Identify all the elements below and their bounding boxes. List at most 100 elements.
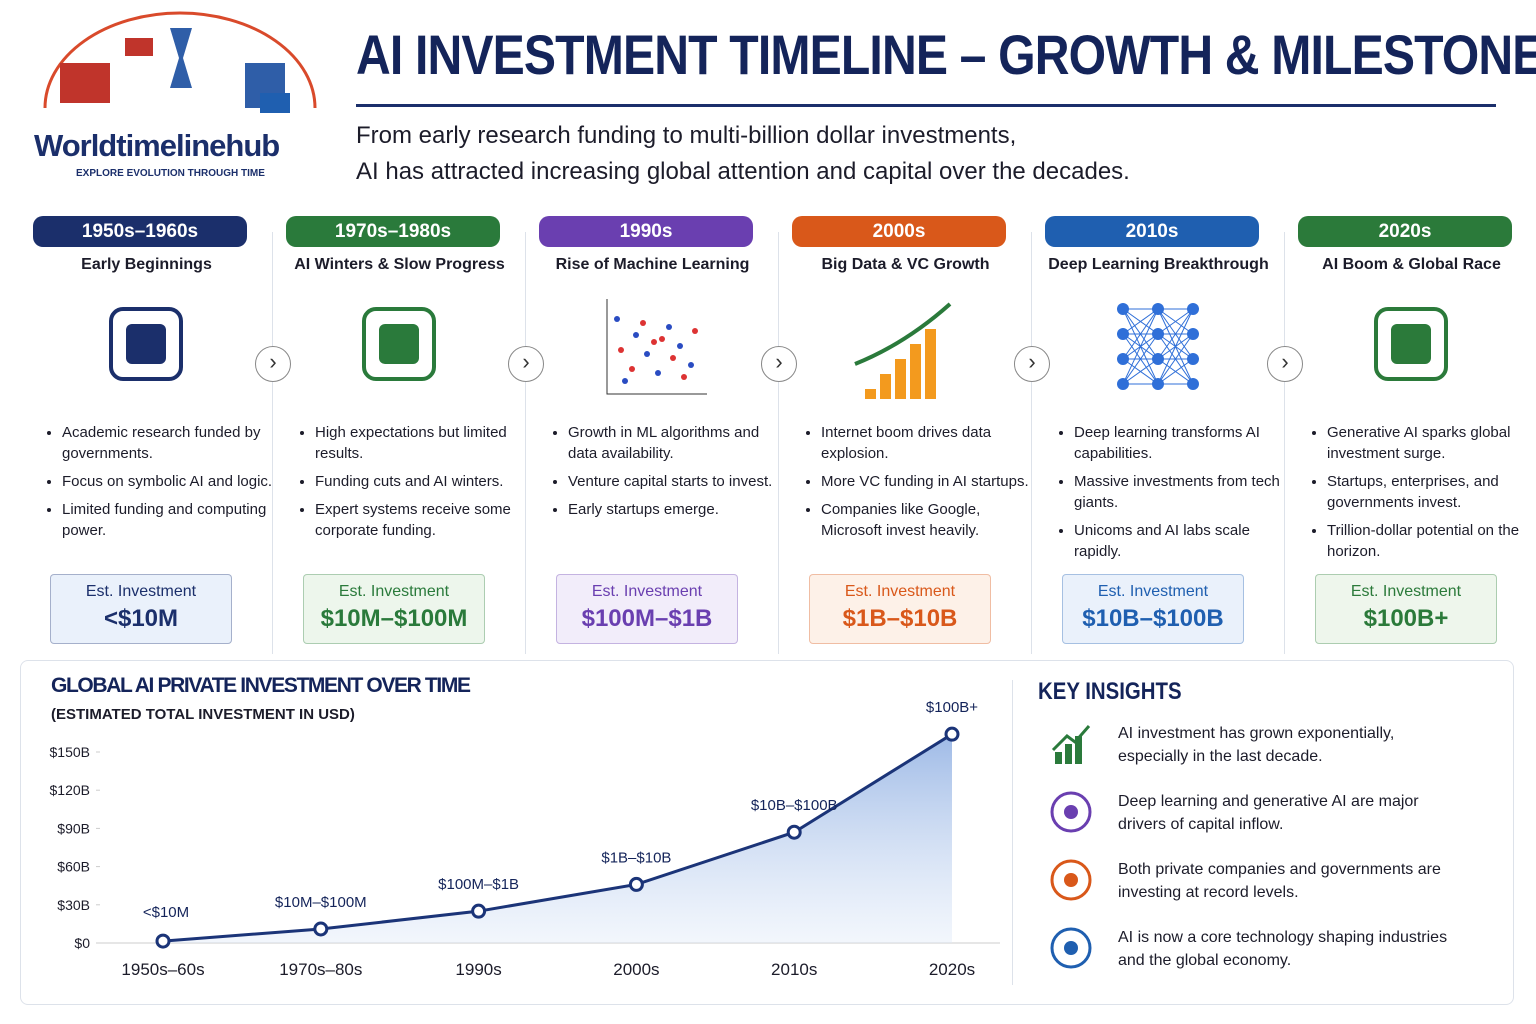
insight-icon [1050, 791, 1092, 833]
investment-value: $10M–$100M [320, 605, 468, 632]
icon-part [651, 339, 657, 345]
era-bullet: High expectations but limited results. [315, 422, 530, 464]
era-bullet: Startups, enterprises, and governments i… [1327, 471, 1536, 513]
icon-part [681, 374, 687, 380]
annotation: <$10M [143, 904, 189, 921]
y-tick-label: $60B [57, 859, 90, 875]
insight-text: Deep learning and generative AI are majo… [1118, 793, 1419, 833]
icon-part [1152, 303, 1164, 315]
chart-subtitle: (ESTIMATED TOTAL INVESTMENT IN USD) [51, 706, 355, 723]
insight-icon [1051, 725, 1091, 764]
era-bullet: Unicoms and AI labs scale rapidly. [1074, 520, 1289, 562]
annotation: $10B–$100B [751, 797, 838, 814]
investment-box: Est. Investment $100M–$1B [556, 574, 738, 644]
icon-part [677, 343, 683, 349]
point [155, 933, 171, 949]
investment-label: Est. Investment [1097, 583, 1209, 600]
investment-label: Est. Investment [85, 583, 197, 600]
page-title: AI INVESTMENT TIMELINE – GROWTH & MILEST… [356, 23, 1536, 86]
icon-part [1152, 328, 1164, 340]
icon-part [1122, 308, 1159, 360]
icon-part [1065, 744, 1072, 764]
icon-part [1157, 308, 1194, 360]
era-bullets: High expectations but limited results. Fu… [295, 422, 530, 548]
icon-part [1152, 378, 1164, 390]
era-bullets: Internet boom drives data explosion. More… [801, 422, 1036, 548]
subtitle: AI has attracted increasing global atten… [356, 158, 1130, 185]
icon-part [1064, 805, 1078, 819]
era-bullets: Generative AI sparks global investment s… [1307, 422, 1536, 569]
chart-title: GLOBAL AI PRIVATE INVESTMENT OVER TIME [51, 674, 471, 697]
era-bullet: Generative AI sparks global investment s… [1327, 422, 1536, 464]
x-tick-label: 1950s–60s [121, 960, 204, 979]
tagline: EXPLORE EVOLUTION THROUGH TIME [76, 168, 265, 179]
era-heading: Rise of Machine Learning [555, 256, 750, 273]
chevron: › [761, 346, 797, 382]
era-period: 1950s–1960s [33, 216, 247, 247]
icon-part [1117, 353, 1129, 365]
era-bullets: Deep learning transforms AI capabilities… [1054, 422, 1289, 569]
investment-value: $1B–$10B [842, 605, 958, 632]
era-period: 2010s [1045, 216, 1259, 247]
icon-part [633, 332, 639, 338]
icon-part [1157, 358, 1194, 385]
icon-part [614, 316, 620, 322]
icon-part [910, 344, 921, 399]
era-icon [1374, 307, 1448, 381]
y-tick-label: $150B [50, 744, 90, 760]
era-bullet: More VC funding in AI startups. [821, 471, 1036, 492]
era-period: 1970s–1980s [286, 216, 500, 247]
era-heading: Big Data & VC Growth [821, 256, 990, 273]
icon-part [362, 307, 436, 381]
icon-part [925, 329, 936, 399]
annotation: $10M–$100M [275, 894, 367, 911]
era-bullet: Deep learning transforms AI capabilities… [1074, 422, 1289, 464]
investment-label: Est. Investment [591, 583, 703, 600]
icon-part [854, 302, 952, 366]
insight-icon [1050, 927, 1092, 969]
investment-value: $100M–$1B [581, 605, 713, 632]
investment-value: $100B+ [1363, 605, 1449, 632]
icon-part [1122, 308, 1159, 335]
icon-part [379, 324, 419, 364]
icon-part [1050, 859, 1092, 901]
insight-text: AI investment has grown exponentially, e… [1118, 725, 1395, 765]
investment-label: Est. Investment [1350, 583, 1462, 600]
icon-part [1055, 752, 1062, 764]
insight-icon [1050, 859, 1092, 901]
insight-text: Both private companies and governments a… [1118, 861, 1441, 901]
era-bullet: Companies like Google, Microsoft invest … [821, 499, 1036, 541]
icon-part [1157, 333, 1194, 385]
subtitle: From early research funding to multi-bil… [356, 122, 1017, 149]
investment-box: Est. Investment $1B–$10B [809, 574, 991, 644]
era-icon [109, 307, 183, 381]
era-bullet: Expert systems receive some corporate fu… [315, 499, 530, 541]
icon-part [1064, 873, 1078, 887]
icon-part [655, 370, 661, 376]
era-bullets: Academic research funded by governments.… [42, 422, 277, 548]
logo-art [43, 11, 317, 113]
icon-part [895, 359, 906, 399]
icon-part [1050, 927, 1092, 969]
era-bullet: Trillion-dollar potential on the horizon… [1327, 520, 1536, 562]
investment-value: $10B–$100B [1082, 605, 1224, 632]
icon-part [670, 355, 676, 361]
icon-part [1152, 353, 1164, 365]
investment-box: Est. Investment $100B+ [1315, 574, 1497, 644]
insights-title: KEY INSIGHTS [1038, 678, 1182, 705]
y-tick-label: $90B [57, 820, 90, 836]
chevron: › [1014, 346, 1050, 382]
chevron: › [255, 346, 291, 382]
icon-part [1391, 324, 1431, 364]
point [944, 726, 960, 742]
x-tick-label: 1970s–80s [279, 960, 362, 979]
title-rule [356, 104, 1496, 107]
era-column: 2020s AI Boom & Global Race Generative AI … [1285, 216, 1536, 654]
icon-part [1157, 308, 1194, 385]
era-heading: AI Boom & Global Race [1322, 256, 1501, 273]
icon-part [1064, 941, 1078, 955]
